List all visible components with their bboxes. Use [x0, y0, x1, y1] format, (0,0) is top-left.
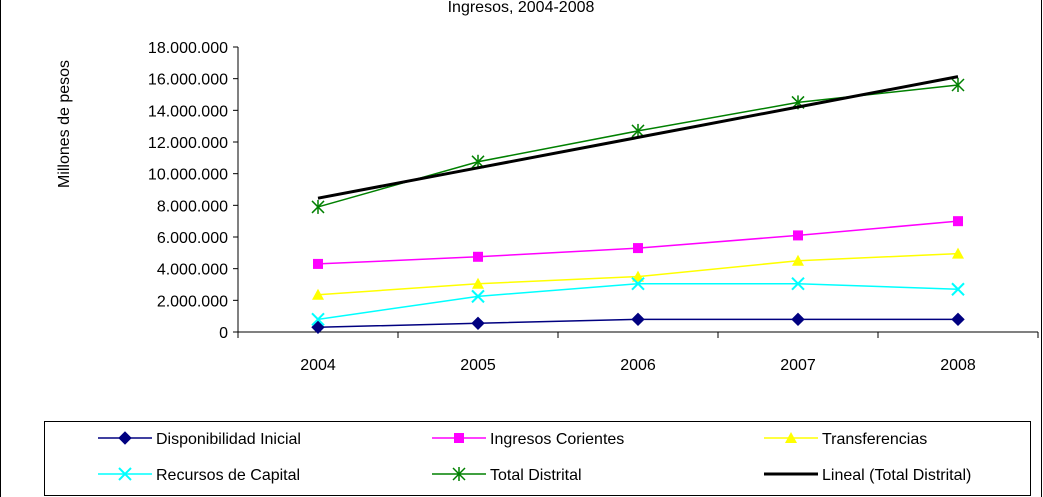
legend-item: Total Distrital — [432, 467, 582, 484]
legend-label: Transferencias — [822, 431, 927, 448]
legend-marker — [785, 432, 797, 443]
legend-marker — [118, 431, 132, 445]
data-point — [312, 288, 324, 300]
data-point — [791, 312, 805, 327]
y-tick-label: 2.000.000 — [157, 293, 228, 310]
y-axis-label: Millones de pesos — [56, 60, 73, 188]
legend-marker — [118, 467, 132, 481]
x-tick-label: 2005 — [460, 357, 496, 374]
data-point — [311, 320, 325, 334]
plot-area — [311, 75, 965, 334]
legend-item: Recursos de Capital — [98, 467, 300, 484]
data-point — [311, 199, 325, 214]
data-point — [313, 258, 323, 269]
data-point — [631, 277, 645, 291]
data-point — [951, 282, 965, 296]
y-tick-label: 10.000.000 — [148, 167, 228, 184]
legend-label: Ingresos Corientes — [490, 431, 624, 448]
legend-box — [44, 421, 1031, 496]
y-tick-label: 6.000.000 — [157, 230, 228, 247]
data-point — [632, 270, 644, 282]
data-point — [631, 312, 645, 327]
y-tick-label: 8.000.000 — [157, 198, 228, 215]
data-point — [311, 312, 325, 327]
axes: 0 2.000.000 4.000.000 6.000.000 8.000.000 10.… — [148, 40, 1039, 374]
legend-label: Disponibilidad Inicial — [156, 431, 301, 448]
data-point — [951, 312, 965, 327]
legend: Disponibilidad Inicial Ingresos Corientes… — [44, 421, 1031, 496]
x-tick-label: 2006 — [620, 357, 656, 374]
y-tick-label: 14.000.000 — [148, 103, 228, 120]
x-tick-label: 2008 — [940, 357, 976, 374]
legend-item: Disponibilidad Inicial — [98, 431, 301, 448]
y-tick-label: 4.000.000 — [157, 262, 228, 279]
chart-title: Ingresos, 2004-2008 — [448, 0, 595, 16]
legend-label: Lineal (Total Distrital) — [822, 467, 971, 484]
data-point — [952, 247, 964, 259]
legend-marker — [454, 433, 464, 443]
legend-item: Transferencias — [764, 431, 927, 448]
data-point — [792, 254, 804, 266]
legend-label: Total Distrital — [490, 467, 582, 484]
data-point — [951, 78, 965, 92]
legend-item: Lineal (Total Distrital) — [764, 467, 971, 484]
data-point — [472, 277, 484, 289]
y-tick-label: 12.000.000 — [148, 135, 228, 152]
y-tick-label: 0 — [219, 325, 228, 342]
data-point — [793, 230, 803, 241]
x-tick-label: 2007 — [780, 357, 816, 374]
legend-marker — [452, 467, 466, 481]
y-tick-label: 18.000.000 — [148, 40, 228, 57]
data-point — [791, 277, 805, 291]
legend-item: Ingresos Corientes — [432, 431, 624, 448]
legend-label: Recursos de Capital — [156, 467, 300, 484]
x-tick-label: 2004 — [300, 357, 336, 374]
data-point — [471, 316, 485, 330]
data-point — [631, 123, 645, 138]
data-point — [633, 243, 643, 254]
data-point — [471, 289, 485, 304]
y-tick-label: 16.000.000 — [148, 72, 228, 89]
data-point — [473, 251, 483, 262]
data-point — [953, 216, 963, 227]
series-line-5 — [317, 75, 959, 200]
